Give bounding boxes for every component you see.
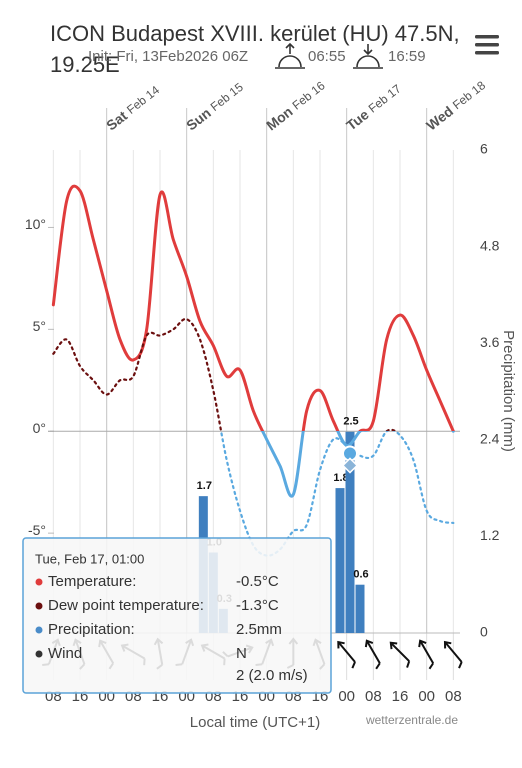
- tooltip-value: 2.5mm: [236, 621, 282, 638]
- precip-label: 1.7: [197, 480, 212, 492]
- x-tick-label: 00: [418, 688, 435, 705]
- wind-barb: [458, 661, 463, 669]
- precip-bar: [355, 584, 365, 633]
- init-time: Init: Fri, 13Feb2026 06Z: [88, 48, 248, 65]
- x-axis-title: Local time (UTC+1): [190, 714, 320, 731]
- wind-barb: [406, 660, 411, 668]
- y-tick-label: 5°: [33, 318, 46, 334]
- x-tick-label: 08: [365, 688, 382, 705]
- wind-arrow: [418, 639, 435, 670]
- wind-arrow: [443, 640, 463, 669]
- tooltip-title: Tue, Feb 17, 01:00: [35, 551, 144, 566]
- wind-barb: [351, 661, 356, 669]
- tooltip-dot: [35, 578, 43, 586]
- tooltip-label: Precipitation:: [48, 621, 135, 638]
- tooltip-label: Dew point temperature:: [48, 597, 204, 614]
- wind-shaft: [337, 641, 356, 663]
- y2-tick-label: 3.6: [480, 334, 500, 350]
- sunrise-icon: [275, 42, 305, 69]
- tooltip-dot: [35, 626, 43, 634]
- day-label: MonFeb 16: [263, 77, 328, 133]
- tooltip-value: -0.5°C: [236, 573, 279, 590]
- wind-shaft: [390, 642, 410, 662]
- y2-tick-label: 1.2: [480, 527, 500, 543]
- weekday: Wed: [423, 103, 456, 134]
- y-tick-label: 10°: [25, 216, 46, 232]
- x-tick-label: 08: [445, 688, 462, 705]
- wind-head: [418, 639, 427, 648]
- title: 19.25E: [50, 52, 120, 77]
- dewpoint-line: [52, 317, 455, 557]
- wind-shaft: [365, 640, 381, 664]
- y-tick-label: -5°: [28, 522, 46, 538]
- temperature-line: [51, 184, 455, 498]
- sunset: 16:59: [388, 48, 426, 65]
- menu-button[interactable]: [475, 35, 499, 55]
- wind-shaft: [419, 640, 435, 664]
- tooltip-value: 2 (2.0 m/s): [236, 667, 308, 684]
- weekday: Tue: [343, 106, 372, 133]
- wind-head: [443, 640, 452, 649]
- y2-tick-label: 0: [480, 624, 488, 640]
- day-label: TueFeb 17: [343, 80, 405, 133]
- credit: wetterzentrale.de: [365, 713, 458, 727]
- wind-arrow: [364, 639, 381, 670]
- day-label: WedFeb 18: [423, 77, 489, 133]
- hover-marker: [341, 457, 359, 474]
- precip-label: 1.8: [333, 472, 348, 484]
- wind-shaft: [444, 641, 463, 663]
- tooltip-label: Wind: [48, 645, 82, 662]
- date: Feb 18: [450, 78, 488, 112]
- wind-arrow: [389, 641, 411, 668]
- wind-barb: [428, 662, 435, 670]
- x-tick-label: 16: [392, 688, 409, 705]
- sunset-icon: [353, 44, 383, 69]
- tooltip-label: Temperature:: [48, 573, 136, 590]
- day-label: SunFeb 15: [183, 79, 247, 134]
- y-tick-label: 0°: [33, 420, 46, 436]
- y2-tick-label: 6: [480, 141, 488, 157]
- wind-head: [337, 640, 345, 649]
- tooltip: Tue, Feb 17, 01:00 Temperature: -0.5°C Dew …: [22, 537, 332, 694]
- day-label: SatFeb 14: [103, 82, 163, 134]
- title: ICON Budapest XVIII. kerület (HU) 47.5N,: [50, 21, 460, 46]
- x-tick-label: 00: [338, 688, 355, 705]
- sunrise: 06:55: [308, 48, 346, 65]
- wind-arrow: [337, 640, 356, 669]
- precip-bar: [335, 488, 345, 633]
- tooltip-dot: [35, 650, 43, 658]
- date: Feb 16: [290, 78, 328, 112]
- tooltip-value: N: [236, 645, 247, 662]
- tooltip-value: -1.3°C: [236, 597, 279, 614]
- wind-head: [389, 641, 398, 650]
- y2-tick-label: 4.8: [480, 237, 500, 253]
- date: Feb 15: [208, 80, 246, 114]
- y2-axis-title: Precipitation (mm): [500, 330, 517, 452]
- weekday: Mon: [263, 103, 296, 133]
- precip-bar: [345, 431, 355, 633]
- wind-barb: [375, 662, 381, 670]
- precip-label: 2.5: [343, 416, 358, 428]
- wind-head: [364, 639, 374, 648]
- date: Feb 17: [366, 81, 404, 115]
- precip-label: 0.6: [353, 569, 368, 581]
- y2-tick-label: 2.4: [480, 431, 500, 447]
- weekday: Sun: [183, 104, 214, 133]
- date: Feb 14: [124, 83, 162, 117]
- tooltip-dot: [35, 602, 43, 610]
